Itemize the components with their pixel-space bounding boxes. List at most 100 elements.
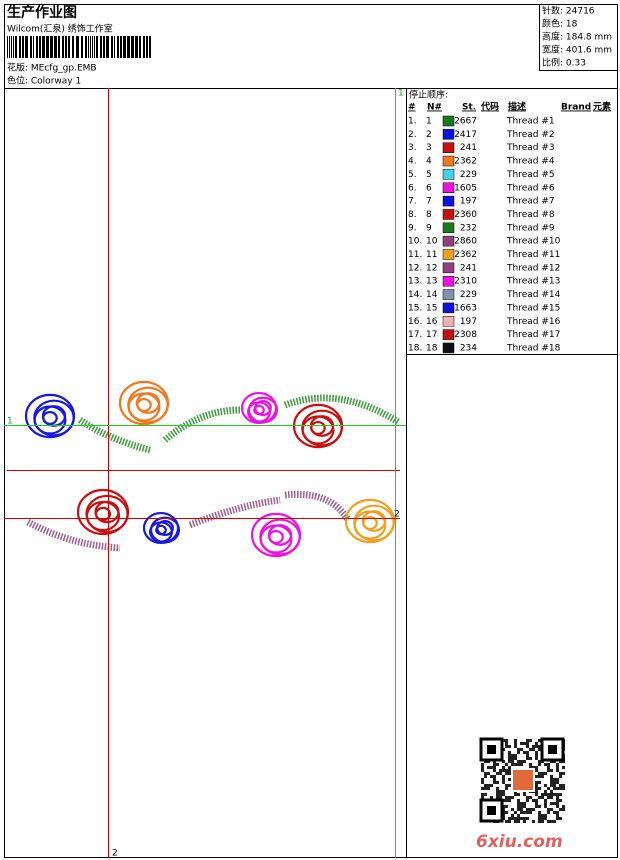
bar-stripe bbox=[123, 36, 126, 58]
bar-stripe bbox=[143, 36, 145, 58]
qr-cell bbox=[538, 748, 541, 751]
row-needle: 13 bbox=[426, 277, 437, 287]
qr-cell bbox=[535, 745, 538, 748]
qr-cell bbox=[505, 742, 508, 745]
qr-cell bbox=[523, 802, 526, 805]
qr-cell bbox=[538, 739, 541, 742]
bar-stripe bbox=[111, 36, 113, 58]
row-seq: 10. bbox=[408, 237, 422, 247]
bar-stripe bbox=[62, 36, 64, 58]
row-needle: 15 bbox=[426, 303, 437, 313]
column-header: St. bbox=[462, 103, 476, 113]
bar-stripe bbox=[131, 36, 134, 58]
bar-stripe bbox=[54, 36, 57, 58]
color-swatch bbox=[442, 235, 455, 247]
qr-cell bbox=[517, 751, 520, 754]
qr-finder bbox=[487, 745, 496, 754]
qr-cell bbox=[547, 808, 550, 811]
row-desc: Thread #15 bbox=[506, 303, 560, 313]
qr-cell bbox=[535, 793, 538, 796]
bar-stripe bbox=[92, 36, 93, 58]
qr-cell bbox=[544, 793, 547, 796]
qr-cell bbox=[499, 793, 502, 796]
qr-cell bbox=[562, 808, 565, 811]
row-needle: 16 bbox=[426, 317, 438, 327]
rose bbox=[259, 524, 293, 554]
qr-cell bbox=[529, 763, 532, 766]
qr-cell bbox=[493, 775, 496, 778]
qr-cell bbox=[532, 766, 535, 769]
qr-cell bbox=[505, 745, 508, 748]
row-needle: 3 bbox=[426, 143, 432, 153]
rose bbox=[301, 415, 335, 445]
qr-cell bbox=[481, 778, 484, 781]
qr-cell bbox=[562, 784, 565, 787]
bar-stripe bbox=[76, 36, 79, 58]
qr-cell bbox=[508, 772, 511, 775]
qr-cell bbox=[535, 790, 538, 793]
marker-label: 1 bbox=[398, 89, 404, 99]
bar-stripe bbox=[42, 36, 45, 58]
qr-cell bbox=[520, 763, 523, 766]
border bbox=[4, 4, 618, 858]
qr-cell bbox=[538, 787, 541, 790]
qr-cell bbox=[484, 793, 487, 796]
qr-cell bbox=[520, 811, 523, 814]
bar-stripe bbox=[88, 36, 89, 58]
bar-stripe bbox=[50, 36, 53, 58]
qr-cell bbox=[526, 754, 529, 757]
qr-cell bbox=[493, 766, 496, 769]
qr-cell bbox=[517, 760, 520, 763]
vine bbox=[26, 518, 121, 552]
row-desc: Thread #18 bbox=[506, 343, 561, 353]
qr-cell bbox=[526, 799, 529, 802]
bar-stripe bbox=[85, 36, 87, 58]
qr-cell bbox=[541, 775, 544, 778]
qr-cell bbox=[529, 811, 532, 814]
qr-cell bbox=[556, 766, 559, 769]
qr-cell bbox=[526, 739, 529, 742]
color-swatch bbox=[442, 169, 455, 180]
qr-cell bbox=[481, 787, 484, 790]
qr-cell bbox=[493, 778, 496, 781]
table-title: 停止顺序: bbox=[409, 89, 448, 101]
qr-cell bbox=[562, 805, 565, 808]
row-desc: Thread #9 bbox=[506, 223, 555, 233]
color-swatch bbox=[442, 182, 455, 193]
qr-cell bbox=[538, 817, 541, 820]
row-stitches: 232 bbox=[460, 223, 477, 233]
qr-cell bbox=[538, 814, 541, 817]
qr-cell bbox=[523, 811, 526, 814]
qr-cell bbox=[538, 745, 541, 748]
qr-cell bbox=[559, 772, 562, 775]
qr-cell bbox=[508, 820, 511, 823]
bar-stripe bbox=[7, 36, 8, 58]
row-desc: Thread #16 bbox=[506, 317, 561, 327]
qr-cell bbox=[550, 808, 553, 811]
qr-cell bbox=[520, 748, 523, 751]
column-header: 代码 bbox=[480, 101, 499, 113]
bar-stripe bbox=[33, 36, 34, 58]
qr-cell bbox=[508, 757, 511, 760]
qr-cell bbox=[550, 775, 553, 778]
qr-cell bbox=[538, 805, 541, 808]
qr-cell bbox=[505, 769, 508, 772]
qr-cell bbox=[508, 817, 511, 820]
qr-cell bbox=[550, 820, 553, 823]
bar-stripe bbox=[135, 36, 138, 58]
design-preview bbox=[24, 380, 400, 558]
row-seq: 18. bbox=[408, 343, 422, 353]
qr-cell bbox=[547, 811, 550, 814]
row-stitches: 241 bbox=[460, 143, 477, 153]
qr-cell bbox=[505, 799, 508, 802]
qr-cell bbox=[517, 799, 520, 802]
rose bbox=[362, 515, 378, 531]
qr-cell bbox=[553, 787, 556, 790]
qr-cell bbox=[517, 793, 520, 796]
qr-cell bbox=[523, 820, 526, 823]
qr-cell bbox=[505, 739, 508, 742]
qr-cell bbox=[517, 805, 520, 808]
row-seq: 17. bbox=[408, 330, 422, 340]
bar-stripe bbox=[36, 36, 38, 58]
qr-cell bbox=[547, 796, 550, 799]
